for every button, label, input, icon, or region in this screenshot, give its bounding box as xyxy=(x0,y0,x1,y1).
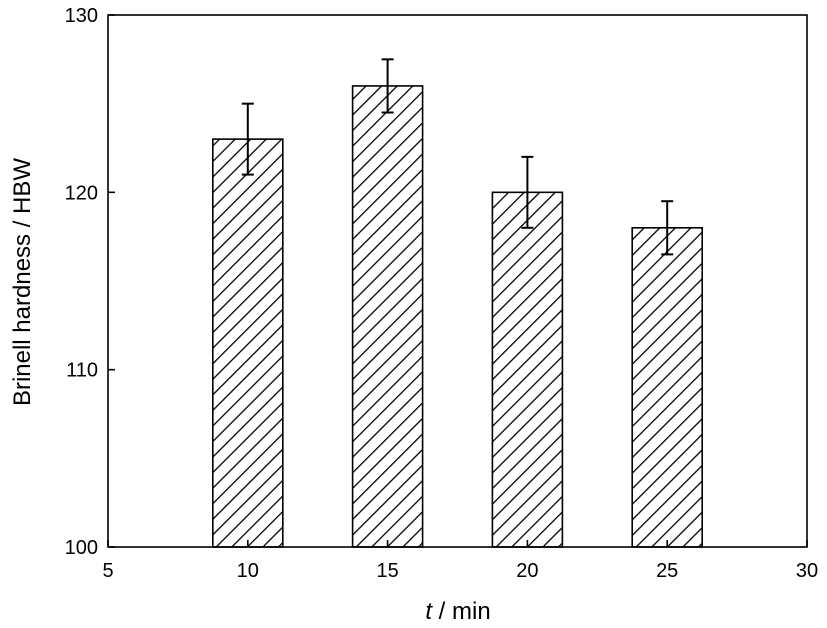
x-axis-label: t / min xyxy=(425,598,490,625)
y-tick-label-110: 110 xyxy=(66,360,98,382)
x-tick-label-25: 25 xyxy=(656,560,678,582)
x-axis-variable: t xyxy=(425,598,433,625)
bar-25 xyxy=(631,227,704,548)
y-tick-label-120: 120 xyxy=(65,182,98,204)
x-tick-label-5: 5 xyxy=(102,560,113,582)
bar-20 xyxy=(491,191,564,548)
bar-10 xyxy=(212,138,284,548)
bars xyxy=(212,85,704,548)
x-tick-label-15: 15 xyxy=(376,560,398,582)
x-tick-label-20: 20 xyxy=(516,560,538,582)
plot-frame xyxy=(107,14,808,548)
x-tick-label-10: 10 xyxy=(237,560,259,582)
y-tick-label-100: 100 xyxy=(65,537,98,559)
tick-labels: 5 10 15 20 25 30 100 110 120 130 xyxy=(65,5,819,582)
y-axis-label: Brinell hardness / HBW xyxy=(9,158,36,406)
axis-ticks xyxy=(107,14,808,548)
x-axis-unit: / min xyxy=(432,598,491,625)
y-tick-label-130: 130 xyxy=(65,5,98,27)
bar-15 xyxy=(351,85,424,548)
x-tick-label-30: 30 xyxy=(796,560,818,582)
error-bars xyxy=(241,58,674,256)
